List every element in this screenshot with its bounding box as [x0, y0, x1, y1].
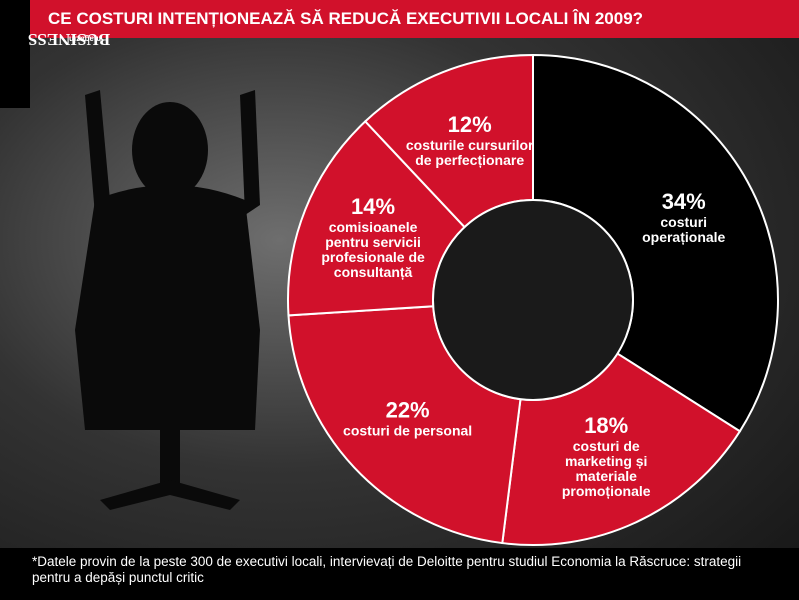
category-label: comisioanele pentru servicii profesional… — [321, 218, 425, 280]
footnote: *Datele provin de la peste 300 de execut… — [0, 548, 799, 600]
category-label: costuri de personal — [343, 422, 473, 439]
logo: BUSINESS magazin — [0, 0, 110, 108]
category-label: costuri operaționale — [642, 214, 726, 246]
segment-label: 12% costurile cursurilor de perfecționare — [405, 112, 535, 168]
value-label: 34% — [661, 189, 706, 215]
donut-hole — [432, 199, 634, 401]
value-label: 22% — [385, 397, 430, 423]
silhouette — [75, 90, 260, 510]
segment-label: 22% costuri de personal — [343, 397, 473, 438]
value-label: 12% — [447, 112, 492, 138]
value-label: 14% — [351, 193, 396, 219]
segment-label: 18% costuri de marketing și materiale pro… — [541, 413, 671, 499]
segment-label: 34% costuri operaționale — [619, 189, 749, 245]
chart-title: CE COSTURI INTENȚIONEAZĂ SĂ REDUCĂ EXECU… — [30, 0, 799, 38]
segment-label: 14% comisioanele pentru servicii profesio… — [308, 194, 438, 280]
brand-sub: magazin — [68, 34, 102, 44]
category-label: costuri de marketing și materiale promoț… — [561, 437, 651, 499]
category-label: costurile cursurilor de perfecționare — [405, 137, 534, 169]
value-label: 18% — [584, 412, 629, 438]
